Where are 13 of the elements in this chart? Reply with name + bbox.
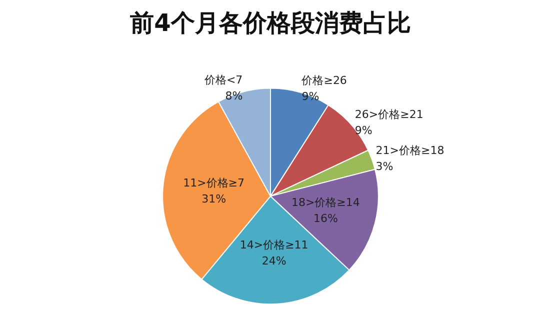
data-label: 16% [313,212,338,225]
slice-label: 11>价格≥7 [183,176,245,190]
data-label: 24% [262,254,286,268]
slice-label: 18>价格≥14 [291,196,360,209]
data-label: 3% [376,160,394,173]
slice-label: 21>价格≥18 [376,144,444,157]
data-label: 31% [202,192,226,206]
slice-label: 26>价格≥21 [354,108,424,122]
slice-label: 14>价格≥11 [240,238,308,252]
data-label: 9% [354,124,372,138]
slice-label: 价格<7 [203,73,243,86]
slice-label: 价格≥26 [300,74,347,88]
chart-title: 前4个月各价格段消费占比 [129,9,411,37]
